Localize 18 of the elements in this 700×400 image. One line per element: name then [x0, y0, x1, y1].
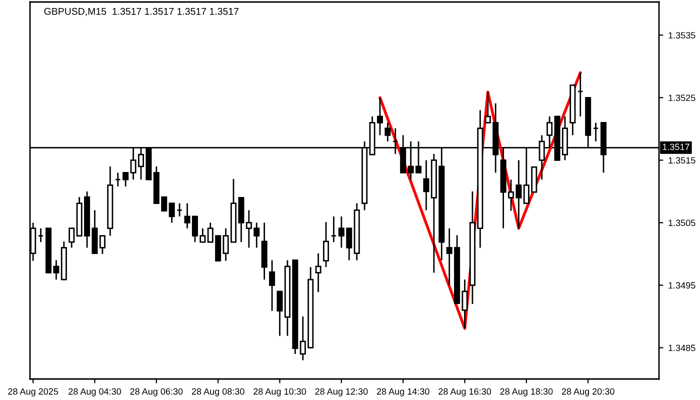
x-tick-label: 28 Aug 16:30	[438, 388, 492, 396]
x-tick-label: 28 Aug 20:30	[562, 388, 614, 396]
x-tick-label: 28 Aug 12:30	[315, 388, 368, 396]
y-tick-label: 1.3505	[668, 220, 696, 226]
ref-line-label: 1.3517	[662, 144, 690, 150]
x-tick-label: 28 Aug 10:30	[254, 388, 306, 396]
x-tick-label: 28 Aug 14:30	[376, 388, 430, 396]
x-tick-label: 28 Aug 08:30	[192, 388, 244, 396]
x-tick-label: 28 Aug 04:30	[68, 388, 122, 396]
y-tick-label: 1.3485	[668, 344, 696, 352]
x-tick-label: 28 Aug 06:30	[130, 388, 183, 396]
text: GBPUSD,M15 1.3517 1.3517 1.3517 1.3517	[44, 8, 238, 16]
y-tick-label: 1.3515	[668, 157, 696, 164]
x-tick-label: 28 Aug 2025	[8, 388, 58, 396]
y-tick-label: 1.3535	[668, 32, 696, 38]
y-tick-label: 1.3495	[668, 282, 696, 289]
y-tick-label: 1.3525	[668, 94, 696, 102]
x-tick-label: 28 Aug 18:30	[500, 388, 553, 396]
